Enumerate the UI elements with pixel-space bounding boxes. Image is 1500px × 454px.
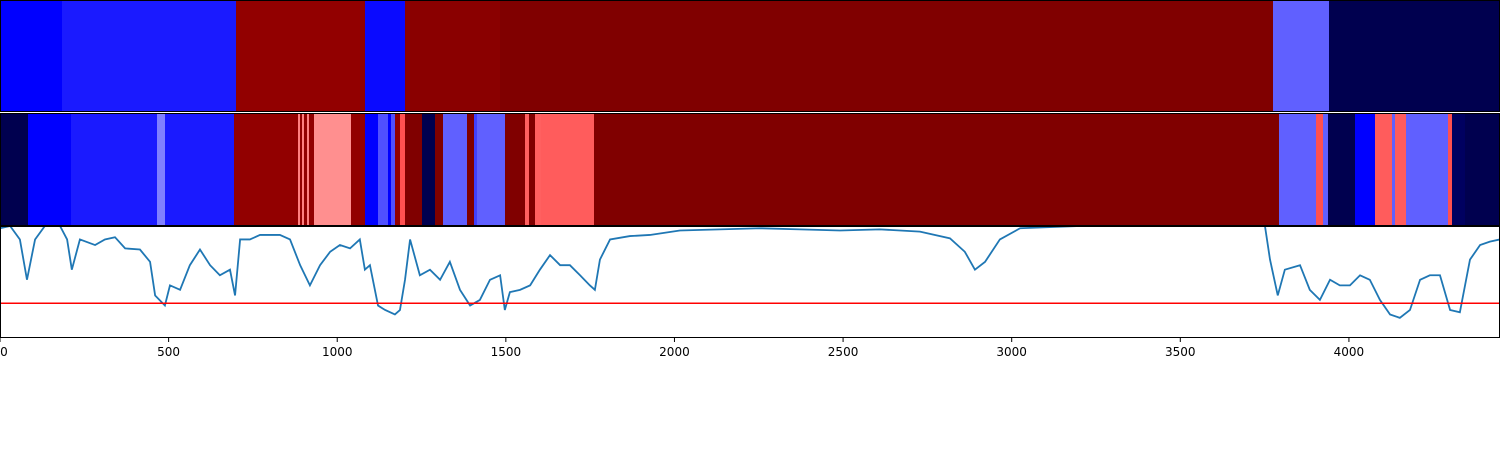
segment bbox=[300, 113, 302, 226]
segment bbox=[303, 113, 307, 226]
segment bbox=[1329, 0, 1500, 112]
segment bbox=[399, 113, 406, 226]
segment bbox=[164, 113, 235, 226]
segment bbox=[1322, 113, 1329, 226]
segment bbox=[1392, 113, 1395, 226]
segment bbox=[1448, 113, 1452, 226]
segment bbox=[157, 113, 165, 226]
segment bbox=[234, 113, 299, 226]
line bbox=[0, 226, 1500, 319]
segment bbox=[313, 113, 352, 226]
segment bbox=[421, 113, 436, 226]
segment bbox=[525, 113, 530, 226]
x-tick-label: 1000 bbox=[322, 345, 353, 359]
segment bbox=[467, 113, 475, 226]
segment bbox=[534, 113, 541, 226]
segment bbox=[364, 113, 379, 226]
segment bbox=[71, 113, 158, 226]
segment bbox=[1278, 113, 1316, 226]
segment bbox=[378, 113, 388, 226]
segment bbox=[443, 113, 468, 226]
segment bbox=[308, 113, 314, 226]
segment bbox=[476, 113, 505, 226]
x-tick-label: 1500 bbox=[491, 345, 522, 359]
segment bbox=[1273, 0, 1330, 112]
segment bbox=[1451, 113, 1465, 226]
segment bbox=[387, 113, 391, 226]
segment bbox=[1394, 113, 1406, 226]
segment bbox=[394, 113, 400, 226]
segment bbox=[435, 113, 444, 226]
segment bbox=[298, 113, 301, 226]
segment bbox=[405, 113, 422, 226]
segment bbox=[351, 113, 365, 226]
segment bbox=[474, 113, 477, 226]
x-tick-label: 2000 bbox=[659, 345, 690, 359]
segment bbox=[593, 113, 1279, 226]
x-tick-label: 0 bbox=[0, 345, 8, 359]
x-tick-label: 3000 bbox=[996, 345, 1027, 359]
segment bbox=[1328, 113, 1355, 226]
segment bbox=[504, 113, 526, 226]
segment bbox=[236, 0, 365, 112]
segment bbox=[405, 0, 501, 112]
segment bbox=[1405, 113, 1449, 226]
segment bbox=[0, 0, 63, 112]
segment bbox=[62, 0, 237, 112]
segment bbox=[1315, 113, 1323, 226]
segment bbox=[301, 113, 304, 226]
segment bbox=[500, 0, 1274, 112]
segment bbox=[1464, 113, 1500, 226]
x-tick-label: 4000 bbox=[1334, 345, 1365, 359]
segment bbox=[27, 113, 72, 226]
segment bbox=[540, 113, 594, 226]
segment bbox=[390, 113, 395, 226]
segment bbox=[364, 0, 406, 112]
segment bbox=[0, 113, 28, 226]
segment bbox=[306, 113, 309, 226]
x-tick-label: 2500 bbox=[828, 345, 859, 359]
x-tick-label: 3500 bbox=[1165, 345, 1196, 359]
segment bbox=[529, 113, 535, 226]
segment bbox=[1374, 113, 1393, 226]
segment bbox=[1354, 113, 1375, 226]
x-tick-label: 500 bbox=[157, 345, 180, 359]
